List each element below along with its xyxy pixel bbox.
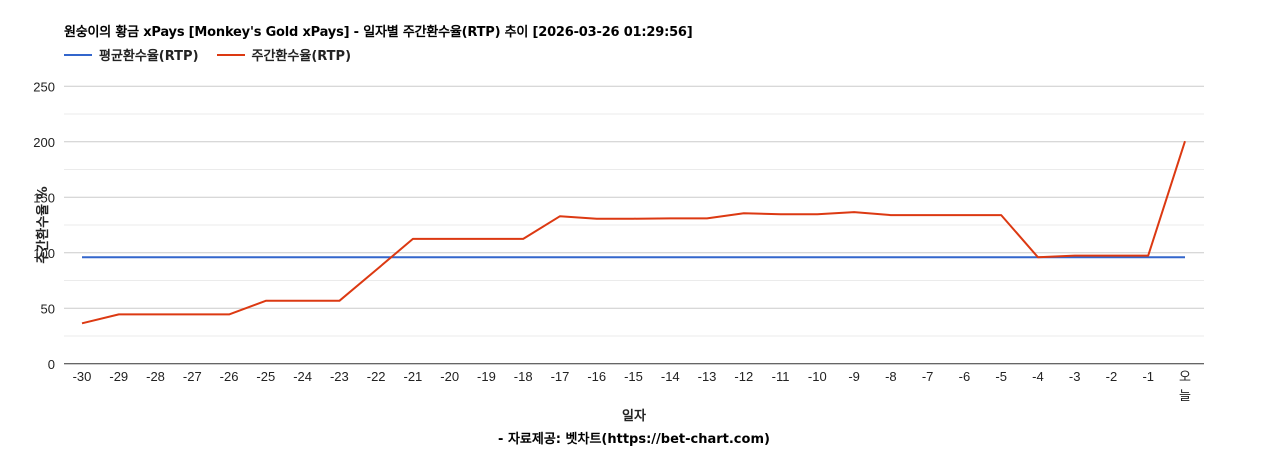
y-tick-label: 50: [41, 301, 55, 316]
x-tick-label: -7: [922, 369, 934, 384]
legend-swatch-red-icon: [216, 53, 245, 56]
x-tick-label: -1: [1142, 369, 1154, 384]
x-tick-label: -20: [440, 369, 459, 384]
x-tick-label: -21: [404, 369, 423, 384]
y-axis-ticks: 0 50 100 150 200 250: [33, 79, 55, 372]
y-tick-label: 250: [33, 79, 55, 94]
x-tick-label: -2: [1106, 369, 1118, 384]
legend-label: 평균환수율(RTP): [99, 49, 199, 64]
x-tick-label: -14: [661, 369, 680, 384]
x-tick-label: -19: [477, 369, 496, 384]
legend-item-average-rtp[interactable]: 평균환수율(RTP): [64, 45, 199, 64]
legend-item-weekly-rtp[interactable]: 주간환수율(RTP): [216, 45, 352, 64]
x-axis-ticks: -30 -29 -28 -27 -26 -25 -24 -23 -22 -21 -20 -19 -18 -…: [73, 369, 1191, 403]
x-tick-label: -3: [1069, 369, 1081, 384]
x-tick-label: -28: [146, 369, 165, 384]
gridlines: [64, 85, 1204, 337]
x-tick-label: -13: [698, 369, 717, 384]
x-tick-label: -6: [959, 369, 971, 384]
x-tick-label: -18: [514, 369, 533, 384]
x-tick-label: -29: [109, 369, 128, 384]
x-tick-label: -24: [293, 369, 312, 384]
series-line-weekly-rtp[interactable]: [81, 140, 1186, 325]
x-tick-label: -9: [848, 369, 860, 384]
y-axis-title: 주간환수율 %: [35, 186, 51, 263]
x-tick-label: -11: [772, 369, 790, 384]
chart-title: 원숭이의 황금 xPays [Monkey's Gold xPays] - 일자…: [64, 25, 693, 40]
source-credit: - 자료제공: 벳차트(https://bet-chart.com): [498, 432, 770, 447]
x-tick-label: 늘: [1179, 388, 1191, 403]
x-tick-label: -4: [1032, 369, 1044, 384]
y-tick-label: 200: [33, 135, 55, 150]
x-tick-label: -12: [734, 369, 753, 384]
x-tick-label: -8: [885, 369, 897, 384]
legend: 평균환수율(RTP) 주간환수율(RTP): [64, 45, 369, 64]
series-lines: [81, 140, 1186, 325]
x-tick-label: -10: [808, 369, 827, 384]
x-tick-label: -17: [551, 369, 570, 384]
x-tick-label: -22: [367, 369, 386, 384]
x-tick-label: -30: [73, 369, 92, 384]
x-tick-label: -5: [995, 369, 1007, 384]
x-axis-title: 일자: [622, 409, 646, 424]
y-tick-label: 150: [33, 190, 55, 205]
y-tick-label: 0: [48, 357, 55, 372]
x-tick-label: -27: [183, 369, 202, 384]
legend-label: 주간환수율(RTP): [251, 49, 352, 64]
x-tick-label: 오: [1179, 369, 1191, 384]
legend-swatch-blue-icon: [64, 53, 92, 56]
x-tick-label: -26: [220, 369, 239, 384]
y-tick-label: 100: [33, 246, 55, 261]
x-tick-label: -16: [587, 369, 606, 384]
x-tick-label: -23: [330, 369, 349, 384]
x-tick-label: -15: [624, 369, 643, 384]
x-tick-label: -25: [256, 369, 275, 384]
